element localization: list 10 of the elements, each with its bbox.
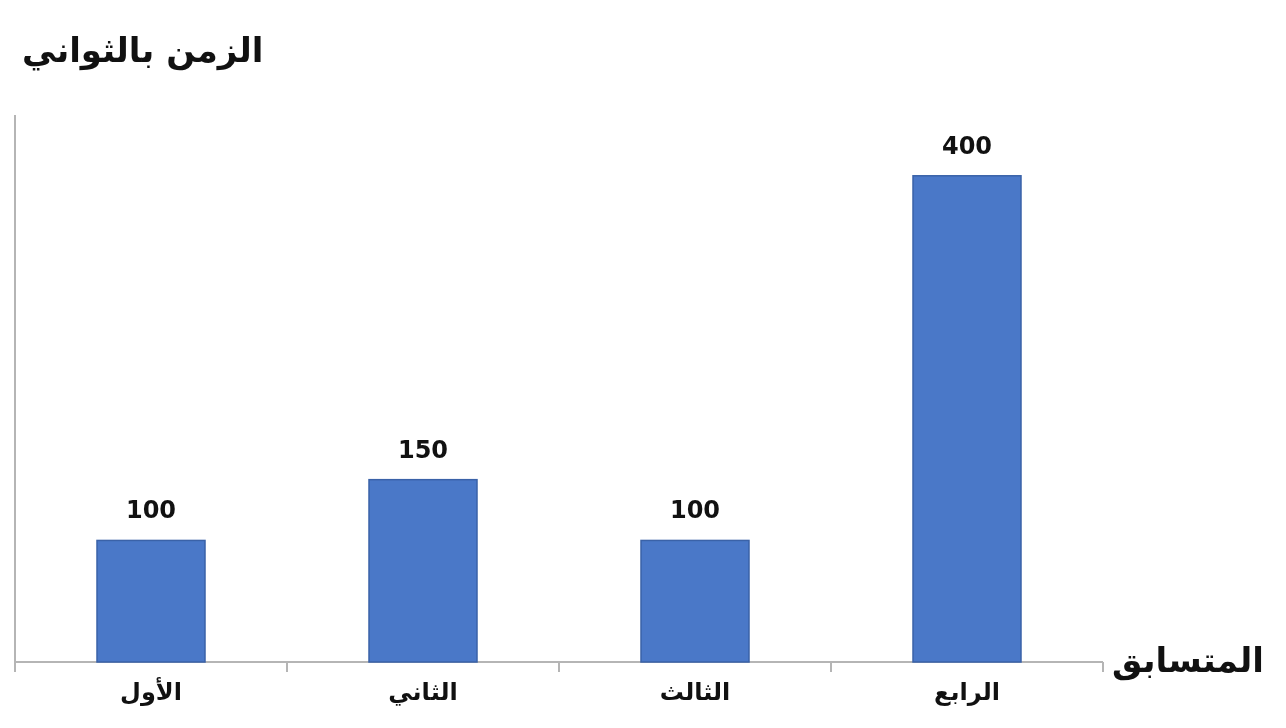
x-tick-label: الأول xyxy=(120,677,182,706)
x-tick-label: الثاني xyxy=(388,678,458,706)
x-tick-label: الثالث xyxy=(659,678,731,706)
data-label: 100 xyxy=(125,496,177,525)
x-axis-title: المتسابق xyxy=(1112,640,1264,681)
data-label: 100 xyxy=(669,496,721,525)
data-label: 400 xyxy=(941,131,993,160)
y-axis-title: الزمن بالثواني xyxy=(22,30,264,71)
x-tick-label: الرابع xyxy=(934,678,1000,706)
data-label: 150 xyxy=(397,435,449,464)
